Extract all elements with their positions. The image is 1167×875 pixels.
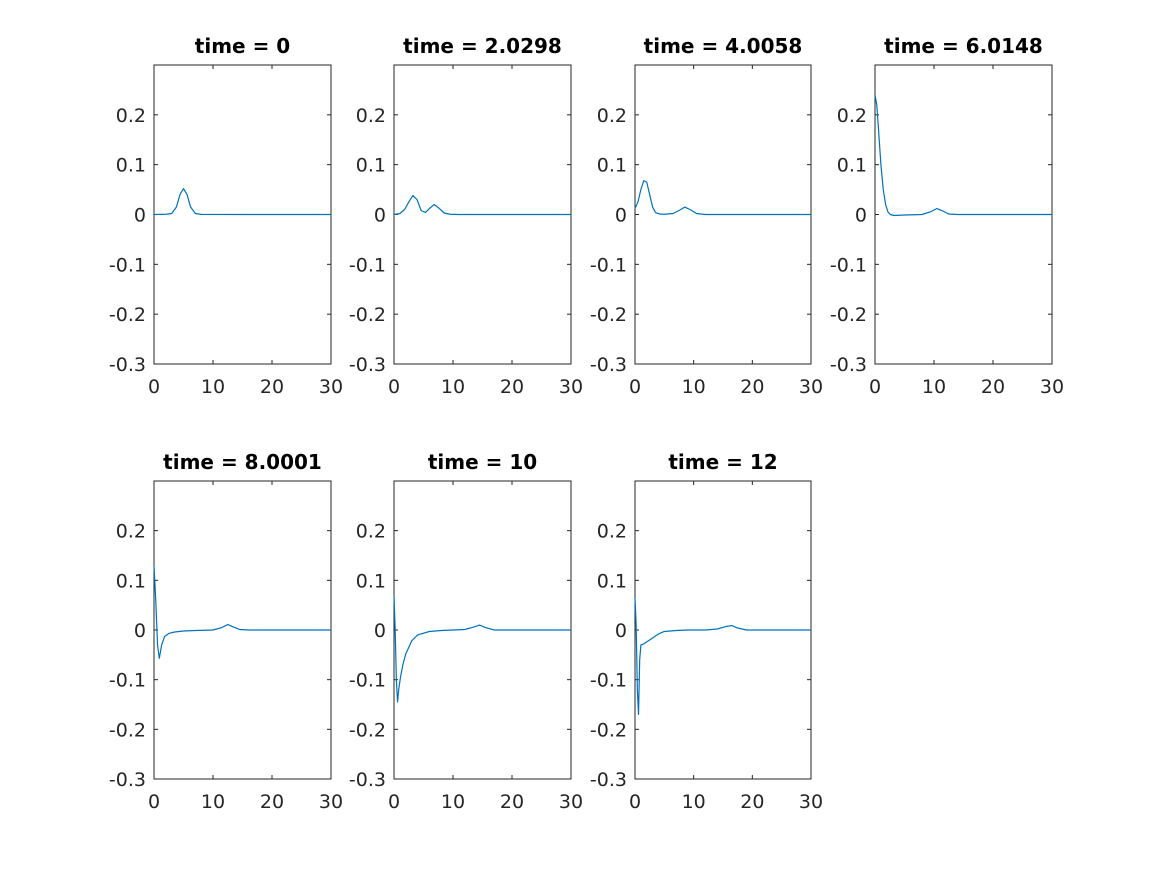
subplot-title: time = 12 [668, 450, 777, 474]
x-tick-label: 20 [740, 376, 764, 398]
x-tick-label: 30 [799, 791, 823, 813]
y-tick-label: 0.2 [356, 105, 386, 127]
series-line [634, 180, 811, 216]
y-tick-label: -0.1 [349, 670, 386, 692]
subplots: 0 10 20 30 0.2 0.1 0 -0.1 -0.2 -0.3 time = 0 0 10 20 3… [109, 34, 1064, 813]
y-tick-label: 0.2 [597, 521, 627, 543]
x-tick-label: 10 [441, 376, 465, 398]
subplot-1: 0 10 20 30 0.2 0.1 0 -0.1 -0.2 -0.3 time = 0 [109, 34, 343, 398]
y-tick-label: 0.2 [116, 521, 146, 543]
y-tick-label: -0.2 [830, 304, 867, 326]
x-tick-label: 0 [629, 376, 641, 398]
series-line [634, 597, 811, 716]
y-tick-label: 0.1 [116, 570, 146, 592]
x-tick-label: 0 [869, 376, 881, 398]
y-tick-label: -0.3 [830, 354, 867, 376]
y-tick-label: -0.1 [590, 254, 627, 276]
y-tick-label: 0.2 [837, 105, 867, 127]
y-tick-label: -0.1 [590, 670, 627, 692]
y-tick-label: 0 [374, 620, 386, 642]
y-tick-label: 0 [615, 205, 627, 227]
series-line [153, 187, 331, 216]
y-tick-label: 0.1 [597, 155, 627, 177]
x-tick-label: 30 [1040, 376, 1064, 398]
y-tick-label: -0.3 [109, 354, 146, 376]
x-tick-label: 0 [388, 376, 400, 398]
x-tick-label: 10 [441, 791, 465, 813]
y-tick-label: -0.1 [830, 254, 867, 276]
x-tick-label: 10 [201, 791, 225, 813]
subplot-title: time = 2.0298 [403, 34, 562, 58]
subplot-3: 0 10 20 30 0.2 0.1 0 -0.1 -0.2 -0.3 time = 4.0058 [590, 34, 823, 398]
y-tick-label: 0 [615, 620, 627, 642]
subplot-6: 0 10 20 30 0.2 0.1 0 -0.1 -0.2 -0.3 time = 10 [349, 450, 583, 813]
y-tick-label: -0.3 [109, 769, 146, 791]
series-line [153, 565, 331, 659]
x-tick-label: 30 [559, 791, 583, 813]
y-tick-label: 0.2 [356, 521, 386, 543]
y-tick-label: 0.1 [597, 570, 627, 592]
x-tick-label: 20 [500, 376, 524, 398]
subplot-title: time = 8.0001 [163, 450, 322, 474]
x-tick-label: 0 [388, 791, 400, 813]
subplot-title: time = 10 [428, 450, 537, 474]
y-tick-label: 0.1 [116, 155, 146, 177]
y-tick-label: -0.3 [349, 354, 386, 376]
x-tick-label: 10 [682, 376, 706, 398]
series-line [393, 194, 571, 216]
subplot-5: 0 10 20 30 0.2 0.1 0 -0.1 -0.2 -0.3 time = 8.0001 [109, 450, 343, 813]
x-tick-label: 0 [148, 791, 160, 813]
y-tick-label: 0.2 [597, 105, 627, 127]
y-tick-label: -0.3 [590, 769, 627, 791]
y-tick-label: -0.1 [109, 670, 146, 692]
y-tick-label: 0.1 [837, 155, 867, 177]
y-tick-label: 0.1 [356, 570, 386, 592]
y-tick-label: -0.2 [349, 304, 386, 326]
series-line [393, 595, 571, 703]
x-tick-label: 10 [682, 791, 706, 813]
x-tick-label: 10 [201, 376, 225, 398]
x-tick-label: 20 [260, 791, 284, 813]
subplot-2: 0 10 20 30 0.2 0.1 0 -0.1 -0.2 -0.3 time = 2.0298 [349, 34, 583, 398]
series-line [874, 94, 1052, 217]
subplot-4: 0 10 20 30 0.2 0.1 0 -0.1 -0.2 -0.3 time = 6.0148 [830, 34, 1064, 398]
subplot-7: 0 10 20 30 0.2 0.1 0 -0.1 -0.2 -0.3 time = 12 [590, 450, 823, 813]
x-tick-label: 30 [559, 376, 583, 398]
y-tick-label: 0 [134, 620, 146, 642]
y-tick-label: 0.2 [116, 105, 146, 127]
subplot-title: time = 0 [195, 34, 290, 58]
y-tick-label: 0 [855, 205, 867, 227]
x-tick-label: 30 [319, 791, 343, 813]
y-tick-label: -0.2 [590, 304, 627, 326]
x-tick-label: 0 [148, 376, 160, 398]
y-tick-label: -0.3 [590, 354, 627, 376]
x-tick-label: 10 [922, 376, 946, 398]
y-tick-label: -0.1 [109, 254, 146, 276]
subplot-title: time = 4.0058 [644, 34, 803, 58]
y-tick-label: -0.1 [349, 254, 386, 276]
y-tick-label: -0.2 [109, 304, 146, 326]
x-tick-label: 30 [799, 376, 823, 398]
y-tick-label: -0.2 [590, 719, 627, 741]
y-tick-label: -0.2 [109, 719, 146, 741]
y-tick-label: 0 [374, 205, 386, 227]
x-tick-label: 20 [500, 791, 524, 813]
y-tick-label: 0 [134, 205, 146, 227]
y-tick-label: 0.1 [356, 155, 386, 177]
x-tick-label: 30 [319, 376, 343, 398]
x-tick-label: 20 [260, 376, 284, 398]
y-tick-label: -0.2 [349, 719, 386, 741]
x-tick-label: 20 [981, 376, 1005, 398]
subplot-title: time = 6.0148 [884, 34, 1043, 58]
y-tick-label: -0.3 [349, 769, 386, 791]
x-tick-label: 20 [740, 791, 764, 813]
x-tick-label: 0 [629, 791, 641, 813]
